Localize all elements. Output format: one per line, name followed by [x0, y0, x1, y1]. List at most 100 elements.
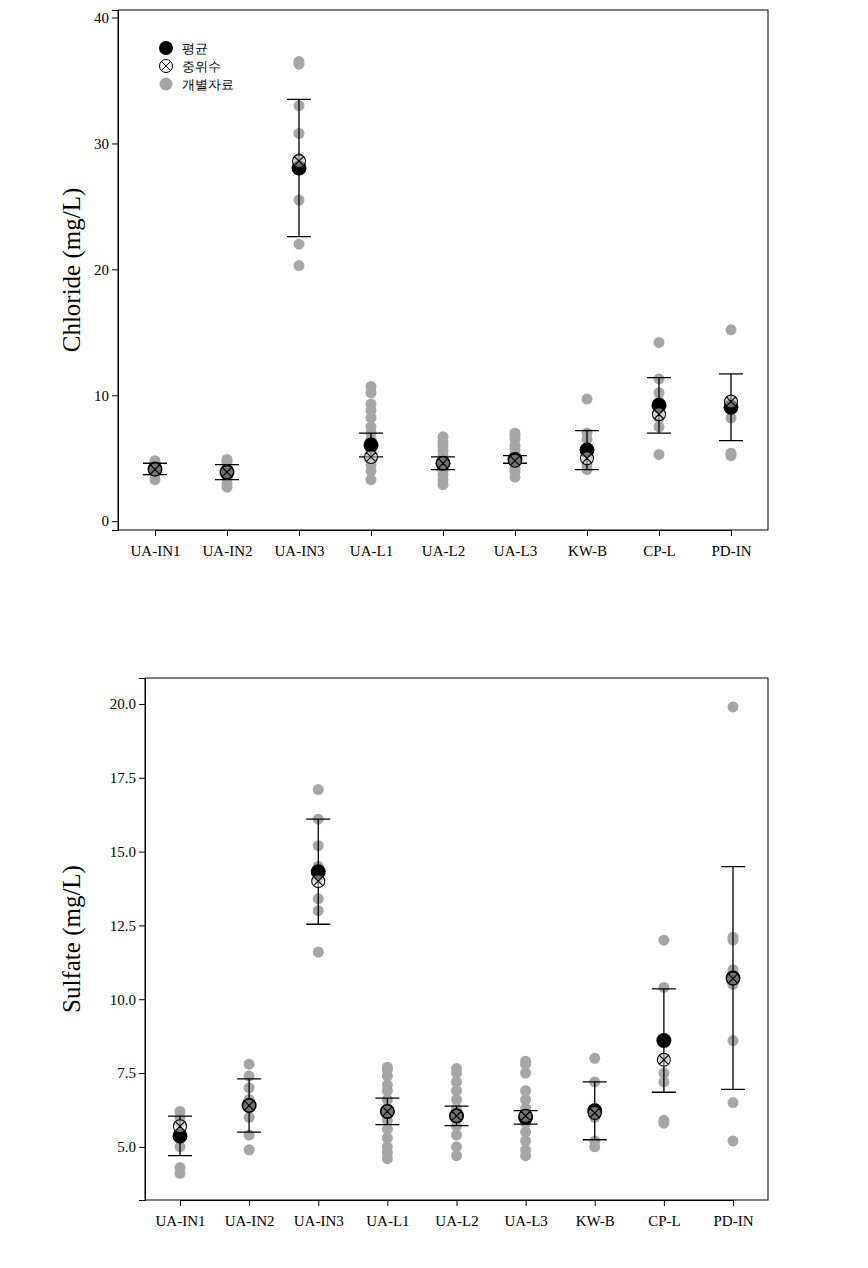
y-tick: 15.0 [110, 844, 145, 860]
x-tick-mark [155, 530, 156, 536]
x-tick: UA-IN2 [203, 530, 253, 559]
y-tick: 20 [94, 262, 118, 278]
individual-point [313, 784, 324, 795]
x-axis: UA-IN1UA-IN2UA-IN3UA-L1UA-L2UA-L3KW-BCP-… [156, 1200, 754, 1229]
y-axis-line [139, 679, 146, 1201]
individual-group [438, 431, 449, 490]
x-tick-mark [515, 530, 516, 536]
individual-point [175, 1106, 186, 1117]
individual-group [150, 455, 161, 485]
individual-point [222, 454, 233, 465]
x-tick: UA-IN3 [275, 530, 325, 559]
median-point [653, 408, 666, 421]
x-tick-label: UA-L3 [504, 1213, 547, 1229]
error-bar [647, 378, 671, 433]
individual-point [451, 1141, 462, 1152]
y-tick-label: 20.0 [110, 696, 136, 712]
x-tick: UA-L1 [350, 530, 393, 559]
individual-point [438, 431, 449, 442]
legend-label: 평균 [182, 41, 208, 56]
y-tick: 10 [94, 388, 118, 404]
individual-point [582, 453, 593, 464]
error-bar [445, 1106, 469, 1125]
mean-point [656, 1033, 671, 1048]
mean-point [726, 970, 741, 985]
mean-point [518, 1110, 533, 1125]
x-axis: UA-IN1UA-IN2UA-IN3UA-L1UA-L2UA-L3KW-BCP-… [131, 530, 752, 559]
x-tick-label: UA-IN2 [203, 543, 253, 559]
y-tick-mark [139, 999, 145, 1000]
error-bars [168, 819, 745, 1156]
error-bar [287, 99, 311, 236]
median-point [437, 457, 450, 470]
x-tick-mark [180, 1200, 181, 1206]
y-tick-label: 15.0 [110, 844, 136, 860]
individual-point [244, 1100, 255, 1111]
median-point [725, 395, 738, 408]
x-tick: UA-L1 [366, 1200, 409, 1229]
x-tick-label: UA-L1 [350, 543, 393, 559]
error-bar [431, 457, 455, 470]
legend-symbol [160, 78, 173, 91]
individual-point [728, 1097, 739, 1108]
individual-point [366, 451, 377, 462]
x-tick-mark [457, 1200, 458, 1206]
legend-label: 중위수 [182, 59, 221, 74]
x-axis-line [181, 1201, 734, 1207]
x-tick-mark [227, 530, 228, 536]
plot-frame [145, 678, 768, 1200]
y-axis: 010203040 [94, 10, 119, 531]
x-tick-mark [595, 1200, 596, 1206]
legend-label: 개별자료 [182, 77, 234, 92]
x-tick-mark [526, 1200, 527, 1206]
individual-point [244, 1144, 255, 1155]
y-axis-line [112, 11, 119, 531]
error-bar [375, 1098, 399, 1125]
individual-point [294, 56, 305, 67]
x-tick-label: UA-IN3 [294, 1213, 344, 1229]
error-bar [306, 819, 330, 924]
x-tick-mark [731, 530, 732, 536]
x-axis-line [156, 531, 732, 537]
individual-point [175, 1162, 186, 1173]
median-group [174, 875, 740, 1133]
y-tick-mark [139, 778, 145, 779]
median-point [509, 454, 522, 467]
median-point [221, 466, 234, 479]
x-tick: PD-IN [714, 1200, 754, 1229]
x-tick: UA-L3 [494, 530, 537, 559]
x-tick: UA-L2 [435, 1200, 478, 1229]
x-tick-label: UA-L2 [422, 543, 465, 559]
error-bar [652, 989, 676, 1092]
y-tick-label: 10.0 [110, 992, 136, 1008]
median-point [450, 1109, 463, 1122]
individual-point [313, 946, 324, 957]
y-tick-mark [112, 269, 118, 270]
x-tick: UA-IN1 [156, 1200, 206, 1229]
x-tick-mark [387, 1200, 388, 1206]
individual-point [510, 428, 521, 439]
y-tick-label: 0 [102, 513, 110, 529]
individual-point [222, 467, 233, 478]
individual-point [728, 701, 739, 712]
x-tick-mark [664, 1200, 665, 1206]
error-bar [719, 374, 743, 441]
individual-point [438, 458, 449, 469]
y-tick: 5.0 [117, 1139, 145, 1155]
x-tick-label: PD-IN [712, 543, 752, 559]
y-tick-mark [112, 395, 118, 396]
x-tick-label: UA-IN1 [131, 543, 181, 559]
y-axis-title: Sulfate (mg/L) [58, 865, 86, 1013]
individual-point [294, 239, 305, 250]
y-tick: 20.0 [110, 696, 145, 712]
y-tick-mark [139, 704, 145, 705]
individual-group [451, 1063, 462, 1161]
median-point [149, 463, 162, 476]
individual-point [294, 260, 305, 271]
chart: 5.07.510.012.515.017.520.0UA-IN1UA-IN2UA… [58, 678, 768, 1229]
marks [143, 56, 743, 493]
individual-point [654, 449, 665, 460]
error-bar [575, 431, 599, 470]
y-axis-title: Chloride (mg/L) [58, 188, 86, 353]
x-tick: UA-IN1 [131, 530, 181, 559]
